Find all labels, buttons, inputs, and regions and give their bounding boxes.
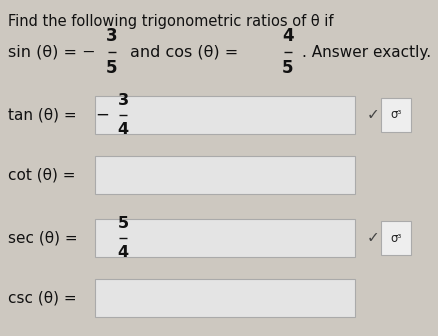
Text: sec (θ) =: sec (θ) = <box>8 230 78 246</box>
FancyBboxPatch shape <box>380 98 410 132</box>
Text: 5: 5 <box>282 59 293 77</box>
Text: 3: 3 <box>106 27 117 45</box>
Text: −: − <box>95 106 109 124</box>
Text: 4: 4 <box>117 245 128 260</box>
Text: σᶟ: σᶟ <box>389 232 401 245</box>
Text: Find the following trigonometric ratios of θ if: Find the following trigonometric ratios … <box>8 14 333 29</box>
Text: 3: 3 <box>117 93 128 108</box>
Text: csc (θ) =: csc (θ) = <box>8 291 77 305</box>
FancyBboxPatch shape <box>95 279 354 317</box>
Text: σᶟ: σᶟ <box>389 109 401 122</box>
Text: and cos (θ) =: and cos (θ) = <box>130 44 243 59</box>
FancyBboxPatch shape <box>380 221 410 255</box>
Text: cot (θ) =: cot (θ) = <box>8 168 75 182</box>
Text: 4: 4 <box>117 122 128 137</box>
FancyBboxPatch shape <box>95 96 354 134</box>
Text: 5: 5 <box>106 59 117 77</box>
Text: sin (θ) = −: sin (θ) = − <box>8 44 95 59</box>
Text: ✓: ✓ <box>366 230 378 246</box>
Text: . Answer exactly.: . Answer exactly. <box>301 44 430 59</box>
Text: 5: 5 <box>117 216 128 231</box>
Text: ✓: ✓ <box>366 108 378 123</box>
FancyBboxPatch shape <box>95 219 354 257</box>
FancyBboxPatch shape <box>95 156 354 194</box>
Text: tan (θ) =: tan (θ) = <box>8 108 77 123</box>
Text: 4: 4 <box>282 27 293 45</box>
